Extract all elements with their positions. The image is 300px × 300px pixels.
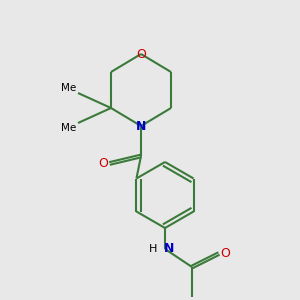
- Text: N: N: [136, 119, 146, 133]
- Text: H: H: [149, 244, 158, 254]
- Text: Me: Me: [61, 83, 76, 93]
- Text: O: O: [136, 47, 146, 61]
- Text: O: O: [98, 157, 108, 170]
- Text: O: O: [221, 247, 230, 260]
- Text: Me: Me: [61, 123, 76, 133]
- Text: N: N: [164, 242, 175, 256]
